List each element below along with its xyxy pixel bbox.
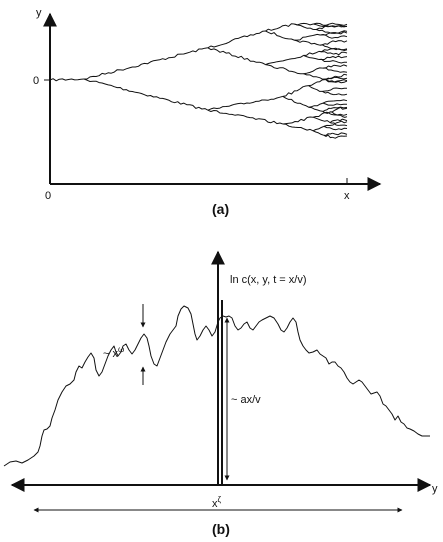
branch-path [312,111,331,118]
branch-path [338,114,348,118]
branch-path [313,29,329,33]
branch-path [323,132,333,136]
panel-b: ~ ax/v ~ xω xζ ln c(x, y, t = x/v) y (b) [3,250,438,537]
width-exponent: ζ [218,495,222,504]
branch-path [84,47,208,80]
branch-path [335,120,348,124]
panel-a-origin-x-label: 0 [45,190,51,202]
branch-path [322,90,334,96]
branch-path [308,106,324,112]
branch-path [330,113,348,116]
branch-path [207,47,266,66]
branch-path [308,102,324,108]
vertical-axis-label: ln c(x, y, t = x/v) [230,274,307,286]
branch-path [322,87,334,92]
branch-path [320,44,331,49]
branch-path [312,116,331,124]
branch-path [323,122,337,127]
branch-path [308,79,323,87]
branch-path [333,99,348,102]
branch-path [294,33,321,41]
branch-path [329,55,348,59]
profile-curve [3,305,430,467]
branch-path [328,24,348,28]
branch-path [333,64,348,67]
branch-path [265,64,304,75]
branch-path [333,70,348,73]
branch-path [334,30,348,34]
branch-path [49,78,85,82]
branch-path [335,73,348,78]
branch-path [294,23,314,30]
branch-path [332,135,348,139]
branch-path [322,100,334,104]
branch-path [329,40,348,43]
branch-path [323,125,337,131]
fluctuation-exponent: ω [118,345,124,354]
branch-path [323,134,333,139]
panel-a-y-label: y [36,7,42,19]
branch-path [333,48,348,51]
branch-path [329,60,347,64]
branch-path [329,22,348,26]
horizontal-axis-label: y [432,483,438,495]
branch-path [312,125,325,132]
branch-path [207,30,266,49]
branch-path [333,79,348,83]
branch-path [333,103,347,106]
branch-path [282,123,314,132]
panel-a: y 0 0 x (a) [33,7,382,217]
branch-path [322,107,331,112]
branch-path [303,54,319,60]
branch-path [337,106,348,110]
branch-path [333,51,348,56]
branch-path [335,127,348,131]
branch-path [282,85,309,97]
branch-path [312,130,325,136]
branch-path [329,119,338,123]
branch-path [334,35,348,39]
branch-path [337,118,348,122]
width-label: xζ [212,495,222,510]
panel-a-caption: (a) [212,201,229,217]
branch-path [294,39,321,46]
panel-a-origin-y-label: 0 [33,75,39,87]
branch-path [83,78,209,111]
branch-path [335,80,348,84]
branch-path [265,54,304,66]
branch-path [207,109,284,125]
branch-path [330,106,348,109]
branch-path [303,50,320,56]
branch-path [207,95,284,111]
panel-a-x-label: x [344,190,350,202]
branch-path [330,108,339,113]
branch-path [334,76,348,80]
branch-path [282,95,309,108]
branch-path [322,78,335,83]
branch-path [320,34,336,39]
fluctuation-label: ~ xω [103,345,124,360]
panel-b-caption: (b) [212,521,230,537]
branching-paths [49,22,348,139]
branch-path [313,23,330,27]
branch-path [318,50,334,55]
branch-path [332,132,348,136]
branch-path [265,23,295,32]
branch-path [265,30,295,41]
branch-path [308,85,323,92]
branch-path [318,58,330,62]
branch-path [329,122,338,126]
branch-path [282,116,314,125]
height-label: ~ ax/v [231,394,261,406]
branch-path [303,73,324,80]
branch-path [333,93,348,96]
branch-path [303,67,323,75]
branch-path [333,87,348,90]
branch-path [330,111,339,116]
branch-path [322,102,334,106]
branch-path [337,124,348,127]
branch-path [322,67,335,72]
